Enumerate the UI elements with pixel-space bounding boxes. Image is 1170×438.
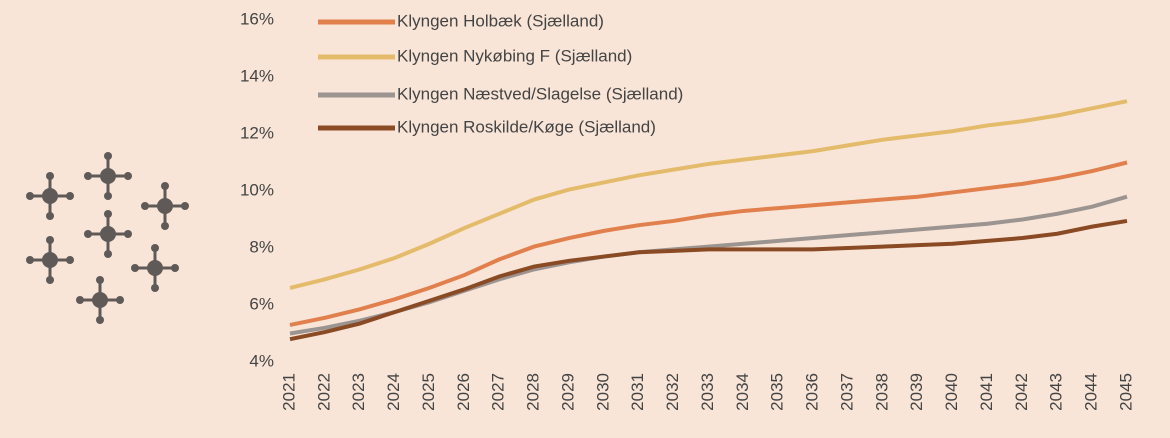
x-tick-label: 2031 bbox=[628, 373, 647, 411]
y-tick-label: 14% bbox=[240, 66, 274, 85]
x-tick-label: 2023 bbox=[349, 373, 368, 411]
x-tick-label: 2024 bbox=[384, 373, 403, 411]
x-tick-label: 2025 bbox=[419, 373, 438, 411]
x-tick-label: 2045 bbox=[1116, 373, 1135, 411]
x-tick-label: 2040 bbox=[942, 373, 961, 411]
y-tick-label: 12% bbox=[240, 123, 274, 142]
legend-label: Klyngen Næstved/Slagelse (Sjælland) bbox=[397, 84, 683, 103]
x-tick-label: 2034 bbox=[733, 373, 752, 411]
series-line bbox=[289, 160, 1128, 327]
x-tick-label: 2038 bbox=[872, 373, 891, 411]
x-tick-label: 2037 bbox=[837, 373, 856, 411]
x-tick-label: 2021 bbox=[279, 373, 298, 411]
x-tick-label: 2028 bbox=[524, 373, 543, 411]
series-line bbox=[289, 218, 1128, 342]
x-tick-label: 2033 bbox=[698, 373, 717, 411]
y-tick-label: 16% bbox=[240, 9, 274, 28]
legend-label: Klyngen Holbæk (Sjælland) bbox=[397, 11, 604, 30]
x-tick-label: 2036 bbox=[803, 373, 822, 411]
y-tick-label: 10% bbox=[240, 180, 274, 199]
legend-label: Klyngen Nykøbing F (Sjælland) bbox=[397, 46, 632, 65]
x-tick-label: 2044 bbox=[1082, 373, 1101, 411]
y-tick-label: 8% bbox=[249, 237, 274, 256]
x-tick-label: 2041 bbox=[977, 373, 996, 411]
legend-label: Klyngen Roskilde/Køge (Sjælland) bbox=[397, 117, 656, 136]
x-tick-label: 2035 bbox=[768, 373, 787, 411]
x-tick-label: 2026 bbox=[454, 373, 473, 411]
x-tick-label: 2042 bbox=[1012, 373, 1031, 411]
x-tick-label: 2029 bbox=[558, 373, 577, 411]
x-tick-label: 2022 bbox=[314, 373, 333, 411]
x-tick-label: 2039 bbox=[907, 373, 926, 411]
x-tick-label: 2043 bbox=[1047, 373, 1066, 411]
x-tick-label: 2027 bbox=[489, 373, 508, 411]
series-line bbox=[289, 99, 1128, 290]
y-tick-label: 4% bbox=[249, 351, 274, 370]
x-tick-label: 2030 bbox=[593, 373, 612, 411]
y-tick-label: 6% bbox=[249, 294, 274, 313]
x-tick-label: 2032 bbox=[663, 373, 682, 411]
